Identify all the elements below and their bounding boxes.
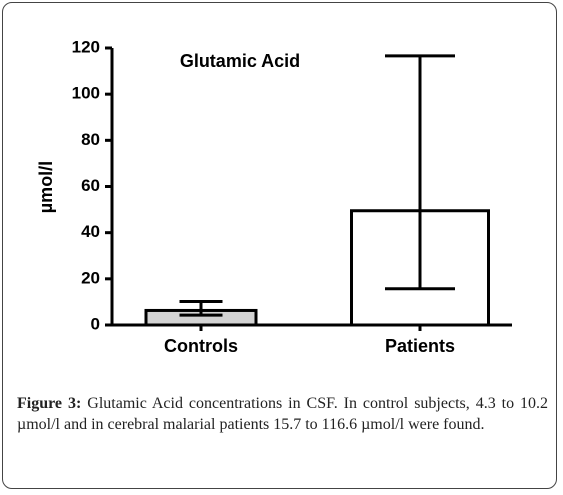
y-tick-label: 40 [81,222,100,241]
y-tick-label: 60 [81,176,100,195]
y-tick-label: 80 [81,130,100,149]
y-tick-label: 0 [91,314,100,333]
y-tick-label: 100 [72,84,100,103]
x-tick-label: Controls [164,336,238,356]
y-axis-label: µmol/l [36,161,56,213]
caption: Figure 3: Glutamic Acid concentrations i… [17,393,548,435]
caption-label: Figure 3: [17,395,82,412]
y-tick-label: 20 [81,268,100,287]
frame [2,2,557,489]
chart-title: Glutamic Acid [180,51,300,71]
caption-text: Glutamic Acid concentrations in CSF. In … [17,395,549,433]
chart: Glutamic Acid µmol/l 0 20 40 60 80 100 120 Cont… [36,37,512,356]
x-tick-label: Patients [385,336,455,356]
y-tick-label: 120 [72,37,100,56]
